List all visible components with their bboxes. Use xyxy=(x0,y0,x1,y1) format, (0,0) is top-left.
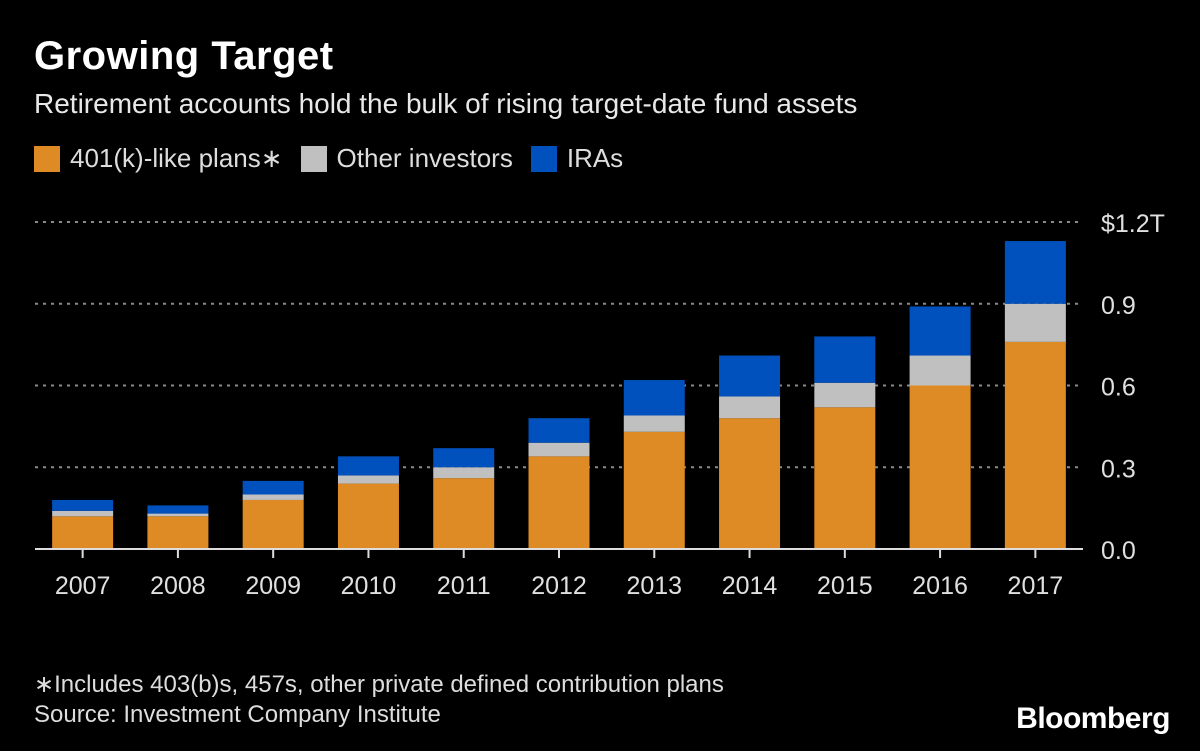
legend-swatch-ira xyxy=(530,145,557,172)
bar-segment-401k xyxy=(528,456,590,549)
bar-segment-other xyxy=(814,382,876,408)
bar-segment-401k xyxy=(337,483,399,549)
bar-segment-ira xyxy=(337,456,399,476)
legend-swatch-other xyxy=(300,145,327,172)
bar-segment-ira xyxy=(528,418,590,443)
x-tick-label: 2017 xyxy=(1008,572,1064,600)
bar-segment-401k xyxy=(814,407,876,549)
legend-label-401k: 401(k)-like plans∗ xyxy=(70,143,283,173)
x-tick-label: 2009 xyxy=(245,572,301,600)
source-note: Source: Investment Company Institute xyxy=(34,701,441,728)
bar-segment-ira xyxy=(909,306,971,356)
bar-segment-other xyxy=(242,494,304,500)
x-tick-label: 2016 xyxy=(912,572,968,600)
footnote: ∗Includes 403(b)s, 457s, other private d… xyxy=(34,671,724,698)
x-tick-label: 2015 xyxy=(817,572,873,600)
bloomberg-logo: Bloomberg xyxy=(1016,702,1170,735)
bar-segment-ira xyxy=(147,505,209,514)
x-tick-label: 2013 xyxy=(626,572,682,600)
bar-segment-401k xyxy=(433,478,495,549)
legend-label-ira: IRAs xyxy=(566,143,624,173)
bar-segment-other xyxy=(52,510,114,517)
x-tick-label: 2011 xyxy=(437,572,491,600)
bar-segment-ira xyxy=(1004,241,1066,304)
legend-item-ira: IRAs xyxy=(530,143,624,174)
chart-title: Growing Target xyxy=(34,34,334,78)
bar-segment-other xyxy=(1004,303,1066,342)
bar-segment-other xyxy=(147,513,209,517)
bar-segment-401k xyxy=(623,431,685,549)
bar-segment-ira xyxy=(52,499,114,511)
bar-segment-401k xyxy=(1004,341,1066,549)
x-tick-label: 2010 xyxy=(341,572,397,600)
bar-segment-other xyxy=(623,415,685,432)
legend-item-401k: 401(k)-like plans∗ xyxy=(34,143,283,174)
bar-segment-ira xyxy=(814,336,876,383)
bar-segment-401k xyxy=(52,516,114,549)
y-tick-label: 0.0 xyxy=(1101,537,1136,565)
x-tick-label: 2007 xyxy=(55,572,111,600)
legend-label-other: Other investors xyxy=(336,143,513,173)
bar-segment-ira xyxy=(433,448,495,468)
bar-segment-ira xyxy=(623,380,685,416)
bar-segment-ira xyxy=(242,480,304,495)
x-tick-label: 2008 xyxy=(150,572,206,600)
bar-segment-other xyxy=(528,442,590,457)
footnote-block: ∗Includes 403(b)s, 457s, other private d… xyxy=(34,670,724,730)
y-tick-label: 0.6 xyxy=(1101,374,1136,402)
bar-segment-other xyxy=(909,355,971,386)
legend: 401(k)-like plans∗ Other investors IRAs xyxy=(34,143,623,174)
bar-segment-401k xyxy=(242,499,304,549)
x-tick-label: 2012 xyxy=(531,572,587,600)
legend-swatch-401k xyxy=(34,145,60,172)
x-tick-label: 2014 xyxy=(722,572,778,600)
bar-segment-401k xyxy=(909,385,971,549)
bar-segment-ira xyxy=(719,355,781,397)
bar-segment-401k xyxy=(719,418,781,549)
bar-segment-other xyxy=(719,396,781,419)
bar-segment-other xyxy=(337,475,399,484)
bar-segment-401k xyxy=(147,516,209,549)
legend-item-other: Other investors xyxy=(300,143,513,174)
y-tick-label: $1.2T xyxy=(1101,210,1165,238)
chart-subtitle: Retirement accounts hold the bulk of ris… xyxy=(34,88,858,119)
y-tick-label: 0.3 xyxy=(1101,455,1136,483)
bar-segment-other xyxy=(433,467,495,479)
y-tick-label: 0.9 xyxy=(1101,292,1136,320)
